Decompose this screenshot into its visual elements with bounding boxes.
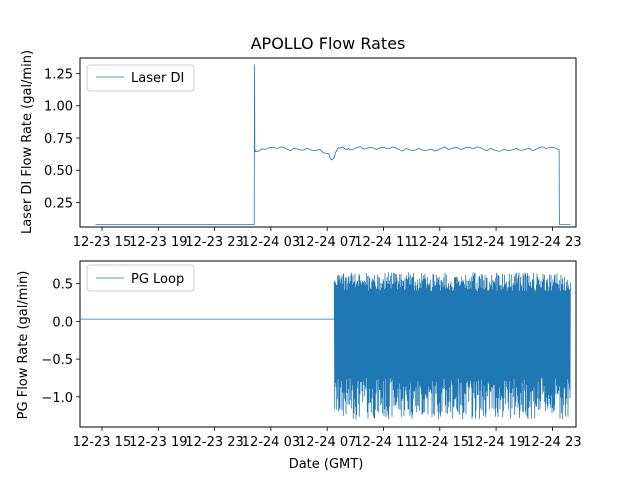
x-tick-label: 12-24 07 (298, 235, 356, 250)
y-tick-label: 0.0 (52, 315, 73, 330)
x-tick-label: 12-24 19 (467, 235, 525, 250)
x-tick-label: 12-24 07 (298, 435, 356, 450)
y-tick-label: 1.00 (44, 100, 73, 115)
x-tick-label: 12-24 11 (354, 435, 412, 450)
laser-di-series-line (95, 64, 571, 225)
pg-loop-series-line (80, 272, 571, 420)
bottom-legend: PG Loop (86, 264, 195, 292)
pg-loop-legend-label: PG Loop (131, 272, 184, 287)
bottom-y-axis-label: PG Flow Rate (gal/min) (16, 271, 31, 420)
y-tick-label: 0.50 (44, 164, 73, 179)
top-axes-frame (79, 57, 577, 228)
x-tick-label: 12-24 15 (411, 235, 469, 250)
laser-di-legend-label: Laser DI (131, 71, 184, 86)
bottom-y-ticks: −1.0 −0.5 0.0 0.5 (41, 278, 80, 406)
y-tick-label: 0.5 (52, 278, 73, 293)
y-tick-label: 1.25 (44, 67, 73, 82)
top-y-axis-label: Laser DI Flow Rate (gal/min) (20, 50, 35, 234)
y-tick-label: −0.5 (41, 353, 73, 368)
top-y-ticks: 0.25 0.50 0.75 1.00 1.25 (44, 67, 80, 211)
x-tick-label: 12-24 19 (467, 435, 525, 450)
y-tick-label: −1.0 (41, 391, 73, 406)
x-tick-label: 12-23 23 (185, 235, 243, 250)
x-tick-label: 12-24 11 (354, 235, 412, 250)
x-tick-label: 12-24 03 (242, 235, 300, 250)
bottom-axes-frame (79, 260, 577, 428)
x-tick-label: 12-24 15 (411, 435, 469, 450)
bottom-legend-box (86, 264, 195, 292)
chart-title: APOLLO Flow Rates (251, 34, 406, 53)
y-tick-label: 0.75 (44, 132, 73, 147)
x-tick-label: 12-23 15 (73, 435, 131, 450)
x-tick-label: 12-23 23 (185, 435, 243, 450)
y-tick-label: 0.25 (44, 196, 73, 211)
x-tick-label: 12-24 03 (242, 435, 300, 450)
x-tick-label: 12-23 19 (129, 235, 187, 250)
x-tick-label: 12-24 23 (523, 235, 581, 250)
top-legend: Laser DI (86, 64, 195, 92)
x-axis-label: Date (GMT) (289, 457, 364, 472)
x-tick-label: 12-23 19 (129, 435, 187, 450)
top-legend-box (86, 64, 195, 92)
x-tick-label: 12-23 15 (73, 235, 131, 250)
x-tick-label: 12-24 23 (523, 435, 581, 450)
